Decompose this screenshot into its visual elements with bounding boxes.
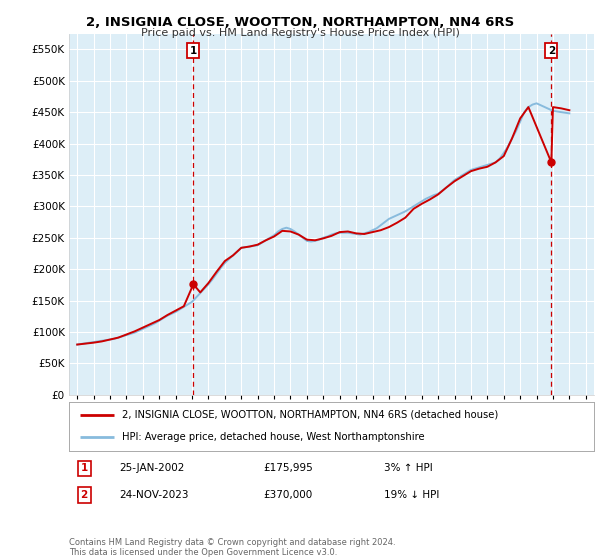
Text: 3% ↑ HPI: 3% ↑ HPI (384, 464, 433, 474)
Text: £175,995: £175,995 (263, 464, 313, 474)
Text: Contains HM Land Registry data © Crown copyright and database right 2024.
This d: Contains HM Land Registry data © Crown c… (69, 538, 395, 557)
Text: 1: 1 (190, 45, 197, 55)
Text: 2, INSIGNIA CLOSE, WOOTTON, NORTHAMPTON, NN4 6RS: 2, INSIGNIA CLOSE, WOOTTON, NORTHAMPTON,… (86, 16, 514, 29)
Text: 19% ↓ HPI: 19% ↓ HPI (384, 489, 439, 500)
Text: 25-JAN-2002: 25-JAN-2002 (119, 464, 184, 474)
Text: 24-NOV-2023: 24-NOV-2023 (119, 489, 188, 500)
Text: Price paid vs. HM Land Registry's House Price Index (HPI): Price paid vs. HM Land Registry's House … (140, 28, 460, 38)
Text: 1: 1 (80, 464, 88, 474)
Text: 2: 2 (548, 45, 555, 55)
Text: 2, INSIGNIA CLOSE, WOOTTON, NORTHAMPTON, NN4 6RS (detached house): 2, INSIGNIA CLOSE, WOOTTON, NORTHAMPTON,… (121, 410, 498, 420)
Text: 2: 2 (80, 489, 88, 500)
Text: £370,000: £370,000 (263, 489, 313, 500)
Text: HPI: Average price, detached house, West Northamptonshire: HPI: Average price, detached house, West… (121, 432, 424, 442)
